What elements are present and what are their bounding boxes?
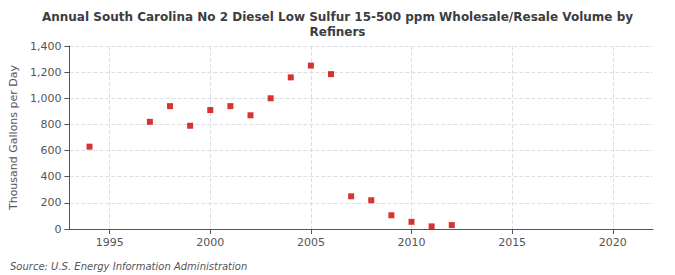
svg-text:400: 400	[40, 170, 61, 183]
svg-text:Source: U.S. Energy Informatio: Source: U.S. Energy Information Administ…	[10, 261, 247, 272]
svg-text:Thousand Gallons per Day: Thousand Gallons per Day	[7, 64, 20, 211]
svg-text:200: 200	[40, 196, 61, 209]
svg-text:800: 800	[40, 118, 61, 131]
svg-text:2020: 2020	[599, 236, 627, 249]
svg-text:2005: 2005	[297, 236, 325, 249]
svg-text:1,200: 1,200	[30, 66, 62, 79]
svg-text:0: 0	[54, 223, 61, 236]
svg-text:1,400: 1,400	[30, 40, 62, 53]
svg-text:1,000: 1,000	[30, 92, 62, 105]
svg-text:2010: 2010	[398, 236, 426, 249]
svg-text:Annual South Carolina No 2 Die: Annual South Carolina No 2 Diesel Low Su…	[42, 10, 633, 24]
svg-text:2015: 2015	[498, 236, 526, 249]
svg-text:Refiners: Refiners	[309, 25, 365, 39]
svg-text:2000: 2000	[196, 236, 224, 249]
svg-text:1995: 1995	[96, 236, 124, 249]
svg-text:600: 600	[40, 144, 61, 157]
